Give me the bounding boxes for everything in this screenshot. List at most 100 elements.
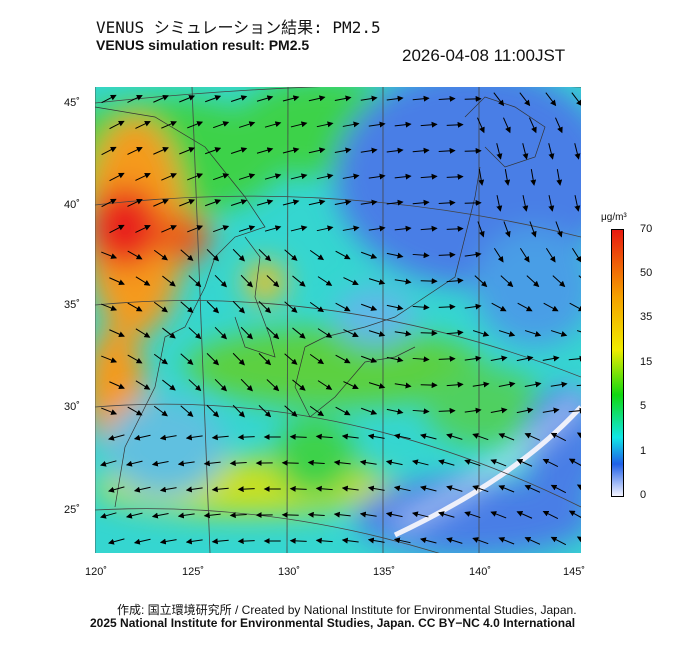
wind-arrow [411, 511, 429, 518]
wind-arrow [289, 537, 307, 544]
wind-arrow [498, 330, 516, 337]
wind-arrow [359, 511, 377, 518]
wind-arrow [214, 378, 228, 392]
wind-arrow [568, 355, 581, 362]
wind-arrow [438, 303, 456, 310]
wind-arrow [232, 404, 245, 418]
wind-arrow [151, 512, 169, 519]
wind-arrow [179, 147, 196, 155]
colorbar-tick: 15 [640, 356, 653, 368]
wind-arrow [412, 252, 430, 259]
wind-arrow [133, 434, 151, 441]
wind-arrow [177, 460, 195, 467]
wind-arrow [464, 355, 482, 362]
wind-arrow [472, 433, 489, 441]
wind-arrow [412, 356, 430, 363]
wind-arrow [420, 225, 438, 232]
wind-arrow [477, 221, 485, 238]
wind-arrow [393, 485, 411, 492]
wind-arrow [229, 512, 247, 519]
wind-arrow [317, 380, 333, 390]
wind-arrow [472, 330, 490, 337]
wind-arrow [569, 302, 581, 312]
wind-arrow [529, 117, 537, 134]
wind-arrow [576, 484, 581, 491]
wind-arrow [503, 117, 511, 134]
wind-arrow [212, 121, 230, 129]
wind-arrow [493, 247, 504, 263]
colorbar-tick: 70 [640, 223, 653, 235]
wind-arrow [550, 330, 568, 337]
wind-arrow [548, 143, 555, 160]
wind-arrow [153, 301, 168, 313]
wind-arrow [101, 303, 118, 311]
wind-arrow [552, 275, 566, 288]
wind-arrow [368, 330, 386, 337]
wind-arrow [420, 278, 438, 285]
wind-arrow [438, 199, 456, 206]
wind-arrow [438, 95, 456, 102]
wind-arrow [519, 247, 530, 263]
wind-arrow [237, 486, 255, 493]
wind-arrow [180, 353, 194, 365]
wind-arrow [522, 143, 529, 160]
wind-arrow [153, 95, 169, 103]
wind-arrow [341, 537, 359, 544]
wind-arrow [504, 169, 511, 186]
wind-arrow [135, 380, 151, 390]
colorbar-unit: μg/m³ [601, 212, 627, 223]
wind-arrow [290, 121, 308, 128]
wind-arrow [214, 274, 228, 288]
wind-arrow [179, 95, 196, 103]
lon-label: 135˚ [373, 566, 396, 578]
wind-arrow [574, 143, 581, 160]
wind-arrow [108, 538, 125, 545]
wind-arrow [568, 510, 581, 518]
graticule [95, 87, 581, 553]
wind-arrow [161, 121, 177, 129]
wind-arrow [524, 433, 541, 441]
wind-arrow [446, 485, 463, 492]
wind-arrow [367, 537, 385, 544]
lat-label: 25˚ [64, 504, 80, 516]
wind-arrow [101, 198, 117, 208]
wind-arrow [159, 434, 177, 441]
wind-arrow [446, 121, 464, 128]
wind-arrow [256, 199, 274, 206]
lat-label: 30˚ [64, 401, 80, 413]
wind-arrow [490, 511, 507, 519]
wind-arrow [419, 537, 437, 544]
wind-arrow [420, 330, 438, 337]
wind-arrow [258, 353, 272, 366]
wind-arrow [548, 195, 555, 212]
pm25-map [95, 87, 581, 553]
lon-label: 125˚ [182, 566, 205, 578]
wind-arrow [127, 250, 143, 260]
wind-arrow [412, 95, 430, 102]
wind-arrow [315, 433, 333, 440]
wind-arrow [232, 300, 245, 314]
wind-arrow [205, 199, 222, 207]
wind-arrow [206, 301, 220, 314]
wind-arrow [542, 355, 560, 362]
wind-arrow [214, 326, 228, 340]
wind-arrow [240, 326, 253, 340]
wind-arrow [335, 302, 351, 312]
wind-arrow [361, 407, 378, 415]
wind-arrow [289, 485, 307, 492]
wind-arrow [419, 485, 437, 492]
wind-arrow [211, 434, 229, 441]
wind-arrow [393, 537, 411, 544]
wind-arrow [133, 486, 151, 493]
wind-arrow [206, 405, 220, 418]
wind-arrow [446, 277, 464, 284]
wind-arrow [230, 95, 248, 102]
wind-arrow [464, 459, 481, 467]
wind-arrow [109, 120, 125, 130]
wind-arrow [517, 302, 533, 312]
wind-arrow [109, 329, 125, 337]
wind-arrow [212, 225, 230, 233]
wind-arrow [127, 354, 143, 364]
title-english: VENUS simulation result: PM2.5 [96, 37, 310, 53]
wind-arrow [162, 275, 176, 287]
